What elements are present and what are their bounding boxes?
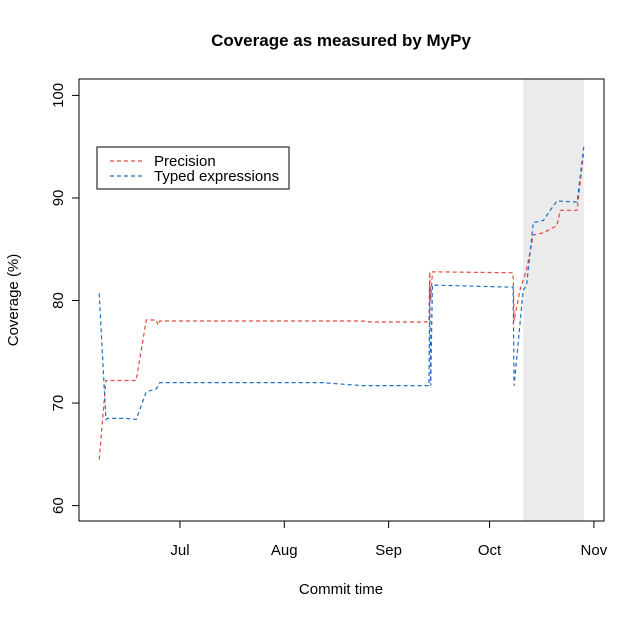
plot-frame (78, 78, 605, 522)
series-line-typed-expressions (98, 146, 585, 421)
legend: Precision Typed expressions (96, 146, 290, 190)
y-tick-label: 90 (50, 190, 67, 207)
y-tick-label: 100 (50, 83, 67, 108)
x-tick-label: Oct (478, 542, 502, 559)
x-tick-label: Nov (581, 542, 608, 559)
x-axis-label: Commit time (299, 581, 383, 598)
legend-label-precision: Precision (154, 153, 216, 170)
y-axis-label: Coverage (%) (5, 254, 22, 347)
legend-label-typed-expressions: Typed expressions (154, 168, 279, 185)
x-tick-label: Aug (271, 542, 298, 559)
shaded-region (523, 79, 584, 521)
y-tick-label: 80 (50, 292, 67, 309)
x-tick-label: Jul (170, 542, 189, 559)
x-tick-label: Sep (375, 542, 402, 559)
chart-title: Coverage as measured by MyPy (211, 31, 471, 50)
y-tick-label: 70 (50, 395, 67, 412)
legend-box (96, 146, 290, 190)
series-line-precision (98, 150, 585, 460)
y-tick-label: 60 (50, 497, 67, 514)
